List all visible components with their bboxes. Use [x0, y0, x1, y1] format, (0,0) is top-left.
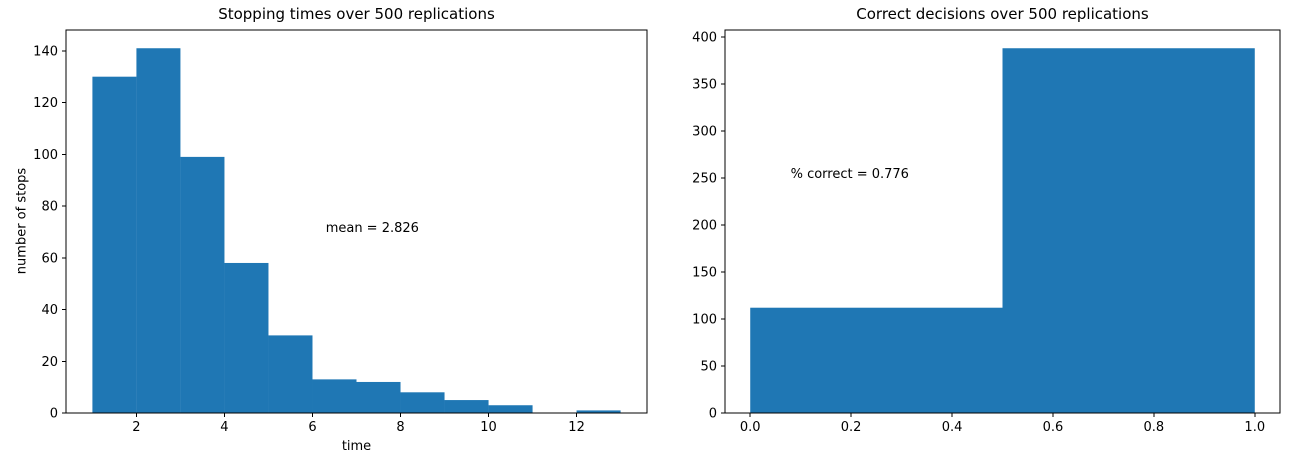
y-tick-label: 60 — [41, 251, 58, 266]
y-tick-label: 100 — [692, 312, 717, 327]
histogram-bar — [488, 405, 533, 413]
histogram-bar — [224, 262, 269, 413]
mean-annotation: mean = 2.826 — [326, 221, 419, 236]
axes-spines — [65, 29, 648, 414]
histogram-bar — [444, 400, 489, 413]
y-tick-label: 350 — [692, 77, 717, 92]
y-tick-label: 0 — [709, 407, 717, 422]
right-chart-title: Correct decisions over 500 replications — [856, 5, 1149, 23]
histogram-bar — [356, 381, 401, 413]
x-tick-label: 0.8 — [1144, 420, 1165, 435]
histogram-bar — [576, 410, 621, 413]
x-tick-label: 6 — [308, 420, 316, 435]
x-tick-label: 10 — [480, 420, 497, 435]
histogram-bar — [268, 335, 313, 413]
x-tick-label: 2 — [132, 420, 140, 435]
histogram-bar — [92, 76, 137, 413]
x-tick-label: 12 — [568, 420, 585, 435]
x-tick-label: 1.0 — [1244, 420, 1265, 435]
x-tick-label: 0.0 — [740, 420, 761, 435]
histogram-bar — [136, 48, 181, 414]
y-tick-label: 80 — [41, 200, 58, 215]
y-tick-label: 20 — [41, 355, 58, 370]
left-chart-ylabel: number of stops — [14, 167, 30, 275]
y-tick-label: 250 — [692, 171, 717, 186]
histogram-bar — [312, 379, 357, 413]
histogram-bar — [750, 307, 1003, 413]
axes-spines — [724, 29, 1281, 414]
histogram-bar — [400, 392, 445, 413]
right-chart-plot: 0.0 0.2 0.4 0.6 0.8 1.0 0 50 100 150 200 250 300 350 4… — [692, 29, 1281, 435]
y-tick-label: 40 — [41, 303, 58, 318]
y-tick-label: 300 — [692, 124, 717, 139]
y-tick-label: 150 — [692, 265, 717, 280]
histogram-bar — [180, 156, 225, 413]
x-tick-label: 4 — [220, 420, 228, 435]
y-tick-label: 140 — [33, 44, 58, 59]
y-tick-label: 50 — [700, 359, 717, 374]
x-tick-label: 0.2 — [841, 420, 862, 435]
left-chart-title: Stopping times over 500 replications — [218, 5, 495, 23]
x-tick-label: 0.6 — [1043, 420, 1064, 435]
y-tick-label: 200 — [692, 218, 717, 233]
histogram-bar — [1002, 48, 1255, 414]
x-tick-label: 0.4 — [942, 420, 963, 435]
y-tick-label: 100 — [33, 148, 58, 163]
x-tick-label: 8 — [396, 420, 404, 435]
y-tick-label: 400 — [692, 30, 717, 45]
percent-correct-annotation: % correct = 0.776 — [791, 167, 909, 182]
y-tick-label: 120 — [33, 96, 58, 111]
left-chart-xlabel: time — [341, 439, 372, 454]
y-tick-label: 0 — [50, 407, 58, 422]
